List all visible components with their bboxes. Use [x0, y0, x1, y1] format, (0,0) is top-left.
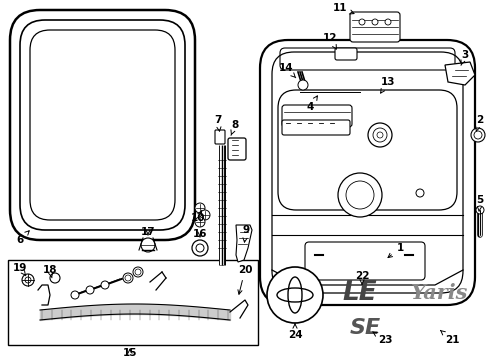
Circle shape — [473, 131, 481, 139]
Text: 7: 7 — [214, 115, 221, 131]
FancyBboxPatch shape — [227, 138, 245, 160]
Circle shape — [195, 203, 204, 213]
Text: 9: 9 — [242, 225, 249, 242]
FancyBboxPatch shape — [282, 120, 349, 135]
Text: 10: 10 — [190, 210, 205, 223]
Text: SE: SE — [348, 318, 380, 338]
Text: 17: 17 — [141, 227, 155, 237]
Circle shape — [86, 286, 94, 294]
Circle shape — [372, 128, 386, 142]
Circle shape — [196, 244, 203, 252]
Text: 21: 21 — [440, 330, 458, 345]
FancyBboxPatch shape — [334, 48, 356, 60]
Circle shape — [141, 238, 155, 252]
Circle shape — [376, 132, 382, 138]
Polygon shape — [236, 225, 251, 262]
Circle shape — [297, 80, 307, 90]
Text: 19: 19 — [13, 263, 27, 276]
Text: 1: 1 — [387, 243, 403, 258]
Text: 13: 13 — [380, 77, 394, 93]
Polygon shape — [444, 62, 474, 85]
Circle shape — [200, 210, 209, 220]
Text: 3: 3 — [460, 50, 468, 66]
Text: 16: 16 — [192, 229, 207, 239]
Text: 14: 14 — [278, 63, 295, 78]
Text: 6: 6 — [16, 231, 29, 245]
Text: 8: 8 — [230, 120, 238, 135]
Text: 22: 22 — [354, 271, 368, 284]
Circle shape — [475, 206, 483, 214]
Circle shape — [192, 240, 207, 256]
Text: Yaris: Yaris — [410, 283, 468, 303]
Circle shape — [470, 128, 484, 142]
Text: 18: 18 — [42, 265, 57, 278]
Circle shape — [346, 181, 373, 209]
Circle shape — [101, 281, 109, 289]
Text: 4: 4 — [305, 96, 317, 112]
Circle shape — [337, 173, 381, 217]
Circle shape — [195, 217, 204, 227]
FancyBboxPatch shape — [10, 10, 195, 240]
FancyBboxPatch shape — [260, 40, 474, 305]
Text: 23: 23 — [372, 332, 391, 345]
Text: LE: LE — [342, 280, 377, 306]
FancyBboxPatch shape — [349, 12, 399, 42]
Text: 2: 2 — [475, 115, 483, 131]
Text: 11: 11 — [332, 3, 353, 14]
Bar — [8, 260, 258, 345]
Text: 15: 15 — [122, 348, 137, 358]
FancyBboxPatch shape — [215, 130, 224, 144]
Circle shape — [415, 189, 423, 197]
Text: 5: 5 — [475, 195, 483, 211]
Circle shape — [371, 19, 377, 25]
Circle shape — [367, 123, 391, 147]
Circle shape — [358, 19, 364, 25]
Text: 24: 24 — [287, 324, 302, 340]
Text: 12: 12 — [322, 33, 337, 49]
Circle shape — [384, 19, 390, 25]
Text: 20: 20 — [237, 265, 252, 294]
Circle shape — [71, 291, 79, 299]
Circle shape — [266, 267, 323, 323]
